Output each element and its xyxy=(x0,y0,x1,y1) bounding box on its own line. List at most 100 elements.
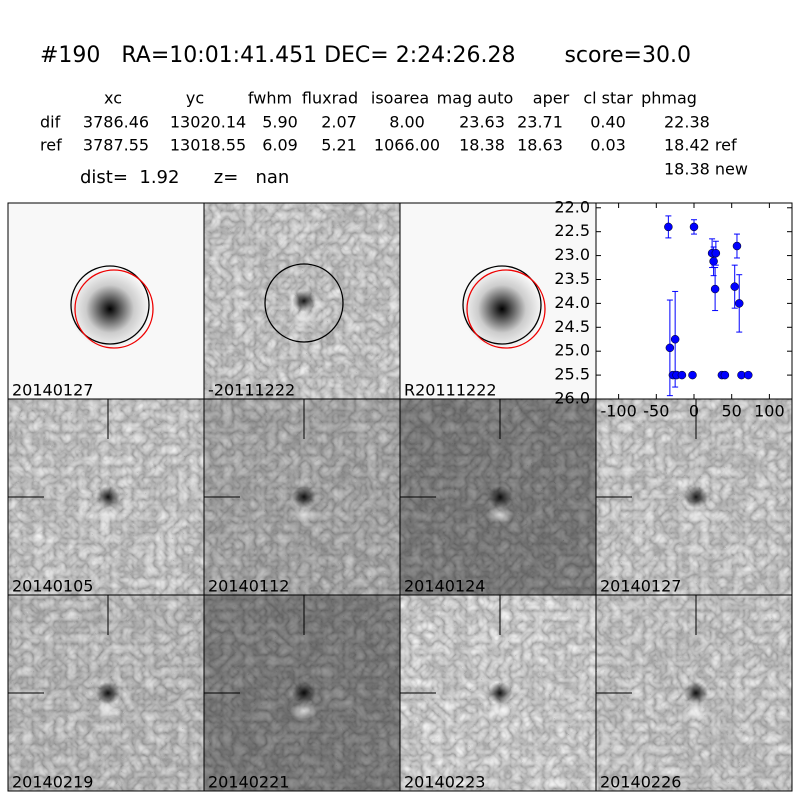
residual-dark xyxy=(684,682,708,704)
residual-dark xyxy=(488,682,512,704)
table-cell: 18.38 xyxy=(459,136,505,155)
table-cell: 22.38 xyxy=(664,113,710,132)
table-cell: ref xyxy=(40,136,62,155)
x-tick-label: 50 xyxy=(722,402,742,421)
residual-dark xyxy=(292,486,316,508)
source xyxy=(462,269,542,349)
point xyxy=(665,343,675,353)
residual-light xyxy=(290,703,318,719)
residual-dark xyxy=(292,682,316,704)
column-header: fwhm xyxy=(248,89,292,108)
stamp: 20140124 xyxy=(399,398,597,596)
y-tick-label: 25.0 xyxy=(554,341,590,360)
stamp: 20140105 xyxy=(7,398,205,596)
column-header: isoarea xyxy=(371,89,429,108)
residual-dark xyxy=(488,486,512,508)
point xyxy=(720,370,730,380)
stamp-label: -20111222 xyxy=(208,381,295,400)
plot-background xyxy=(596,203,792,399)
table-cell: 18.42 ref xyxy=(664,136,737,155)
point xyxy=(677,370,687,380)
aperture xyxy=(264,263,344,343)
residual-dark xyxy=(96,682,120,704)
table-cell: 18.63 xyxy=(517,136,563,155)
column-header: aper xyxy=(533,89,570,108)
table-cell: 3786.46 xyxy=(83,113,149,132)
table-cell: 5.90 xyxy=(262,113,298,132)
table-cell: 23.63 xyxy=(459,113,505,132)
residual-light xyxy=(486,703,514,719)
table-cell: 8.00 xyxy=(389,113,425,132)
stamp: 20140112 xyxy=(203,398,401,596)
aperture-new xyxy=(466,269,546,349)
point xyxy=(744,370,753,380)
source xyxy=(70,269,150,349)
x-tick-label: 100 xyxy=(754,402,785,421)
column-header: yc xyxy=(186,89,204,108)
point xyxy=(732,241,742,251)
stamp: -20111222 xyxy=(203,202,401,400)
stamp-label: 20140105 xyxy=(12,577,93,596)
dist: dist= 1.92 z= nan xyxy=(80,167,289,188)
stamp: 20140219 xyxy=(7,594,205,792)
extra: 18.38 new xyxy=(664,160,748,179)
y-tick-label: 22.5 xyxy=(554,221,590,240)
column-header: cl star xyxy=(583,89,633,108)
aperture-ref xyxy=(462,265,542,345)
residual-light xyxy=(486,507,514,523)
point xyxy=(710,284,720,294)
stamp-frame xyxy=(595,594,793,792)
stamp: 20140127 xyxy=(595,398,793,596)
point xyxy=(730,282,739,291)
table-cell: 0.40 xyxy=(590,113,626,132)
stamp-label: 20140124 xyxy=(404,577,485,596)
stamp-label: 20140127 xyxy=(600,577,681,596)
x-tick-label: 0 xyxy=(689,402,699,421)
stamp-label: 20140112 xyxy=(208,577,289,596)
table-cell: 1066.00 xyxy=(374,136,440,155)
stamp-label: 20140127 xyxy=(12,381,93,400)
stamp: 20140223 xyxy=(399,594,597,792)
y-tick-label: 24.0 xyxy=(554,293,590,312)
stamp-label: 20140226 xyxy=(600,773,681,792)
column-header: fluxrad xyxy=(302,89,358,108)
residual-light xyxy=(94,703,122,719)
y-tick-label: 26.0 xyxy=(554,389,590,408)
stamp: 20140127 xyxy=(7,202,205,400)
table-cell: 13020.14 xyxy=(170,113,246,132)
point xyxy=(711,248,721,258)
point xyxy=(734,299,744,308)
table-cell: 0.03 xyxy=(590,136,626,155)
y-tick-label: 23.0 xyxy=(554,245,590,264)
point xyxy=(689,222,699,232)
stamp-label: 20140219 xyxy=(12,773,93,792)
stamp: 20140221 xyxy=(203,594,401,792)
residual-light xyxy=(290,311,318,327)
stamp-label: 20140223 xyxy=(404,773,485,792)
table-cell: 13018.55 xyxy=(170,136,246,155)
y-tick-label: 23.5 xyxy=(554,269,590,288)
stamp: R20111222 xyxy=(399,202,597,400)
point xyxy=(688,370,697,380)
stamp-label: 20140221 xyxy=(208,773,289,792)
stamp: 20140226 xyxy=(595,594,793,792)
residual-dark xyxy=(684,486,708,508)
x-tick-label: -50 xyxy=(643,402,669,421)
y-tick-label: 22.0 xyxy=(554,197,590,216)
table-cell: 23.71 xyxy=(517,113,563,132)
title: #190 RA=10:01:41.451 DEC= 2:24:26.28 sco… xyxy=(40,43,691,68)
aperture-new xyxy=(74,269,154,349)
table-cell: 2.07 xyxy=(321,113,357,132)
column-header: mag auto xyxy=(437,89,514,108)
table-cell: 5.21 xyxy=(321,136,357,155)
residual-light xyxy=(682,703,710,719)
y-tick-label: 24.5 xyxy=(554,317,590,336)
residual-dark xyxy=(292,290,316,312)
residual-light xyxy=(290,507,318,523)
plot-frame xyxy=(595,202,793,400)
point xyxy=(709,257,718,266)
residual-light xyxy=(682,507,710,523)
point xyxy=(670,334,680,344)
table-cell: 3787.55 xyxy=(83,136,149,155)
